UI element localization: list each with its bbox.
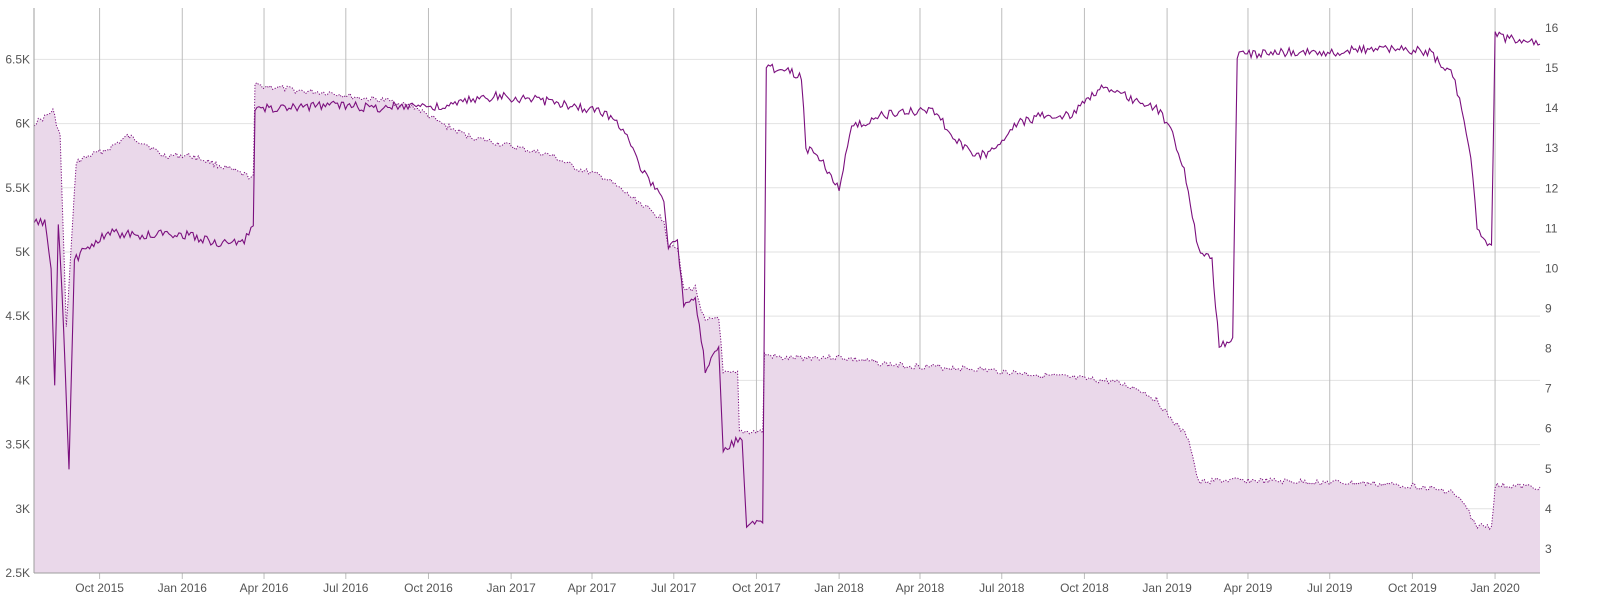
y-left-tick-label: 4K [15, 373, 30, 387]
y-right-tick-label: 13 [1545, 141, 1559, 155]
y-left-tick-label: 3.5K [5, 438, 30, 452]
y-left-tick-label: 5K [15, 245, 30, 259]
x-tick-label: Apr 2018 [896, 581, 945, 595]
x-tick-label: Jul 2018 [979, 581, 1025, 595]
y-left-tick-label: 4.5K [5, 309, 30, 323]
y-right-tick-label: 14 [1545, 101, 1559, 115]
x-tick-label: Oct 2016 [404, 581, 453, 595]
x-tick-label: Jan 2017 [486, 581, 536, 595]
x-tick-label: Jul 2017 [651, 581, 697, 595]
axes [33, 8, 1540, 574]
series-layer [33, 31, 1541, 573]
x-tick-label: Jan 2019 [1142, 581, 1192, 595]
x-tick-label: Apr 2019 [1224, 581, 1273, 595]
y-right-tick-label: 16 [1545, 21, 1559, 35]
y-right-tick-label: 7 [1545, 382, 1552, 396]
x-tick-label: Oct 2018 [1060, 581, 1109, 595]
x-tick-label: Oct 2015 [75, 581, 124, 595]
x-tick-label: Apr 2016 [240, 581, 289, 595]
y-right-tick-label: 5 [1545, 462, 1552, 476]
y-right-tick-label: 11 [1545, 221, 1558, 235]
x-tick-label: Jul 2019 [1307, 581, 1353, 595]
x-tick-label: Jul 2016 [323, 581, 369, 595]
solid-series-line [33, 31, 1541, 529]
y-right-tick-label: 3 [1545, 542, 1552, 556]
y-right-tick-label: 6 [1545, 422, 1552, 436]
y-right-tick-label: 15 [1545, 61, 1559, 75]
y-right-tick-label: 9 [1545, 302, 1552, 316]
y-right-tick-label: 8 [1545, 342, 1552, 356]
x-tick-label: Apr 2017 [568, 581, 617, 595]
y-left-tick-label: 3K [15, 502, 30, 516]
x-tick-label: Jan 2020 [1470, 581, 1520, 595]
y-left-tick-label: 2.5K [5, 566, 30, 580]
x-tick-label: Jan 2016 [158, 581, 208, 595]
y-left-tick-label: 6K [15, 117, 30, 131]
tick-labels: 2.5K 3K 3.5K 4K 4.5K 5K 5.5K 6K 6.5K 3 4 5 6 7 8 9 10 11 1… [5, 21, 1558, 595]
x-tick-label: Jan 2018 [814, 581, 864, 595]
y-left-tick-label: 6.5K [5, 52, 30, 66]
y-right-tick-label: 12 [1545, 181, 1559, 195]
y-right-tick-label: 4 [1545, 502, 1552, 516]
x-tick-label: Oct 2019 [1388, 581, 1437, 595]
x-tick-label: Oct 2017 [732, 581, 781, 595]
area-fill [34, 82, 1540, 573]
y-left-tick-label: 5.5K [5, 181, 30, 195]
y-right-tick-label: 10 [1545, 261, 1559, 275]
